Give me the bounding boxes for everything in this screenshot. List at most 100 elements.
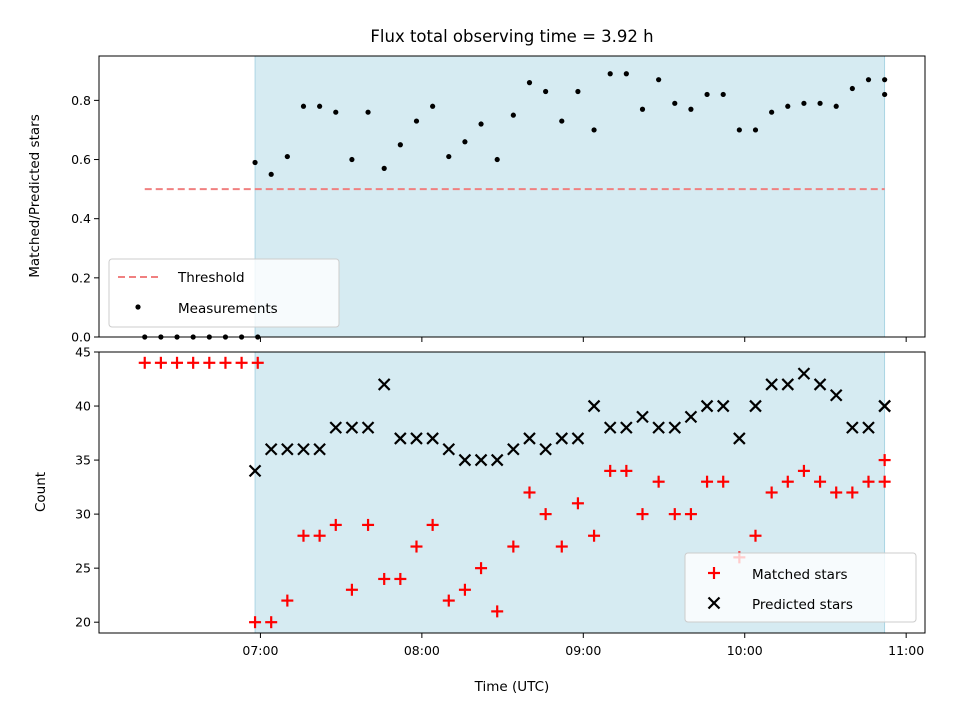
cross-b	[862, 421, 875, 434]
matched-star-point	[604, 464, 617, 477]
predicted-star-point	[329, 421, 343, 434]
cross-b	[474, 453, 488, 467]
predicted-star-point	[878, 399, 891, 413]
cross-b	[765, 378, 778, 391]
predicted-star-point	[733, 432, 746, 445]
cross-b	[248, 464, 262, 478]
cross-b	[539, 442, 552, 456]
matched-star-point	[394, 572, 407, 585]
predicted-star-point	[829, 388, 843, 402]
measurement-point	[333, 109, 339, 115]
legend-matched-label: Matched stars	[752, 567, 848, 583]
measurement-point	[607, 71, 613, 77]
measurement-point	[817, 100, 823, 106]
cross-b	[700, 399, 714, 413]
measurement-point	[268, 171, 274, 177]
measurement-point	[494, 156, 500, 163]
cross-b	[458, 453, 472, 467]
predicted-star-point	[507, 442, 520, 456]
legend-threshold-label: Threshold	[177, 270, 245, 286]
matched-star-point	[219, 356, 232, 369]
cross-b	[377, 378, 391, 391]
cross-b	[329, 421, 343, 434]
matched-star-point	[265, 616, 278, 629]
cross-b	[264, 442, 278, 456]
predicted-star-point	[652, 421, 665, 434]
matched-star-point	[555, 540, 568, 553]
matched-star-point	[781, 475, 794, 488]
matched-star-point	[717, 475, 730, 488]
matched-star-point	[475, 562, 488, 575]
x-axis-label: Time (UTC)	[474, 679, 550, 695]
predicted-star-point	[345, 421, 359, 434]
measurement-point	[446, 153, 452, 160]
cross-b	[813, 378, 827, 391]
measurement-point	[865, 77, 872, 83]
predicted-star-point	[474, 453, 488, 467]
matched-star-point	[235, 356, 248, 369]
matched-star-point	[523, 486, 536, 499]
cross-b	[684, 410, 698, 424]
cross-b	[361, 421, 375, 434]
matched-star-point	[362, 518, 375, 531]
y-tick-label: 25	[75, 561, 91, 576]
cross-b	[733, 432, 746, 445]
predicted-star-point	[846, 421, 859, 434]
predicted-star-point	[248, 464, 262, 478]
matched-star-point	[442, 594, 455, 607]
matched-star-point	[878, 475, 891, 488]
matched-star-point	[491, 605, 504, 618]
legend-predicted-swatch	[707, 596, 721, 610]
observing-interval-shade	[254, 55, 886, 338]
predicted-star-point	[555, 432, 569, 445]
matched-star-point	[701, 475, 714, 488]
legend-box	[684, 552, 917, 623]
matched-star-point	[171, 356, 184, 369]
y-tick-label: 0.8	[71, 93, 91, 108]
matched-star-point	[814, 475, 827, 488]
y-tick-label: 0.4	[71, 211, 91, 226]
measurement-point	[785, 103, 791, 109]
cross-b	[829, 388, 843, 402]
cross-b	[555, 432, 569, 445]
cross-b	[571, 432, 585, 445]
predicted-star-point	[765, 378, 778, 391]
measurement-point	[478, 121, 484, 127]
y-tick-label: 45	[75, 345, 91, 360]
cross-b	[345, 421, 359, 434]
y-tick-label: 35	[75, 453, 91, 468]
measurement-point	[397, 142, 403, 148]
matched-star-point	[507, 540, 520, 553]
predicted-star-point	[571, 432, 585, 445]
cross-b	[281, 442, 294, 456]
predicted-star-point	[620, 421, 633, 434]
cross-b	[523, 432, 536, 445]
measurement-point	[736, 127, 742, 133]
legend-measurements-swatch	[135, 304, 141, 310]
cross-b	[587, 399, 601, 413]
cross-b	[636, 410, 649, 424]
predicted-star-point	[781, 378, 795, 391]
predicted-star-point	[377, 378, 391, 391]
bottom-axes-frame	[98, 351, 926, 634]
cross-b	[749, 399, 762, 413]
x-tick-label: 08:00	[404, 643, 440, 658]
cross-b	[442, 442, 456, 456]
cross-b	[507, 442, 520, 456]
measurement-point	[543, 88, 549, 95]
matched-star-point	[378, 572, 391, 585]
matched-star-point	[154, 356, 167, 369]
measurement-point	[413, 118, 420, 124]
legend-measurements-label: Measurements	[178, 301, 278, 317]
cross-b	[668, 421, 682, 434]
measurement-point	[317, 103, 323, 109]
predicted-star-point	[813, 378, 827, 391]
predicted-star-point	[442, 442, 456, 456]
measurement-point	[769, 109, 775, 115]
measurement-point	[688, 106, 694, 112]
measurement-point	[575, 88, 581, 95]
y-tick-label: 20	[75, 615, 91, 630]
predicted-star-point	[700, 399, 714, 413]
bottom-legend: Matched stars Predicted stars	[684, 552, 917, 623]
